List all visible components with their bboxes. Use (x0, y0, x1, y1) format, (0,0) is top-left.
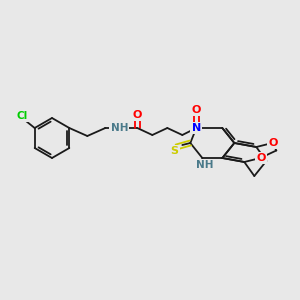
Text: O: O (268, 138, 278, 148)
Text: O: O (133, 110, 142, 120)
Text: O: O (192, 105, 201, 115)
Text: Cl: Cl (16, 111, 27, 121)
Text: S: S (170, 146, 178, 156)
Text: O: O (256, 153, 266, 163)
Text: N: N (192, 123, 201, 133)
Text: NH: NH (196, 160, 213, 170)
Text: NH: NH (111, 123, 128, 133)
